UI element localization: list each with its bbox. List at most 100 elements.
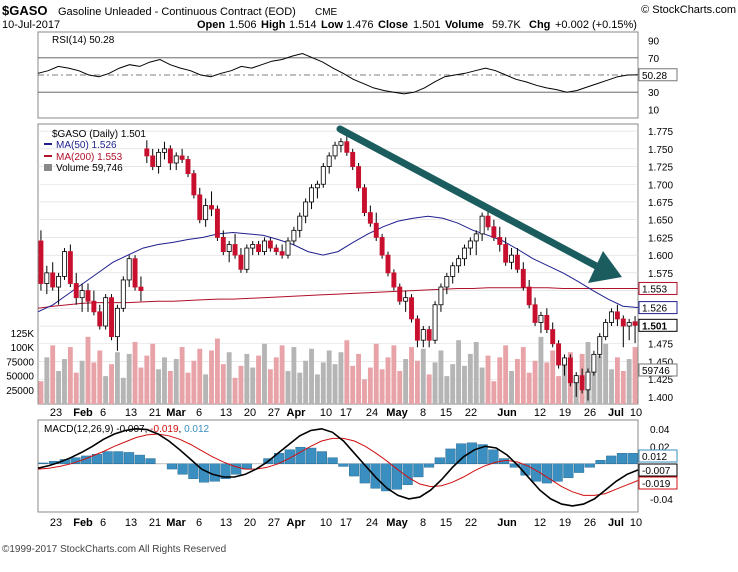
volume-bar xyxy=(420,348,426,404)
macd-hist-bar xyxy=(424,463,435,468)
candle-body xyxy=(426,329,432,341)
candle-body xyxy=(391,272,397,288)
candle-body xyxy=(273,247,279,252)
candle-body xyxy=(138,286,144,291)
candle-body xyxy=(332,144,338,157)
legend-ma200: MA(200) 1.553 xyxy=(56,152,123,163)
candle-body xyxy=(632,321,638,326)
volume-bar xyxy=(291,347,297,404)
volume-bar xyxy=(385,357,391,404)
volume-bar xyxy=(520,347,526,404)
candle-body xyxy=(97,311,103,327)
volume-bar xyxy=(344,340,350,404)
macd-hist-bar xyxy=(434,457,445,465)
volume-bar xyxy=(450,364,456,404)
chg-label: Chg xyxy=(529,19,550,31)
rsi-panel: RSI(14) 50.28 907050301050.28 xyxy=(37,31,678,119)
volume-bar xyxy=(62,359,67,404)
candle-body xyxy=(262,240,267,252)
volume-bar xyxy=(497,357,503,404)
macd-line xyxy=(37,427,639,507)
candle-body xyxy=(473,233,479,242)
legend-volume-swatch xyxy=(44,164,52,171)
volume-label: Volume xyxy=(445,19,484,31)
candle-body xyxy=(203,205,209,221)
volume-bar xyxy=(250,367,256,404)
macd-signal-line xyxy=(37,433,639,496)
volume-bar xyxy=(479,367,485,404)
candle-body xyxy=(544,314,550,330)
open-label: Open xyxy=(197,19,225,31)
candle-body xyxy=(244,247,250,270)
volume-bar xyxy=(279,345,285,404)
macd-hist-bar xyxy=(456,443,467,465)
rsi-tick-label: 30 xyxy=(648,88,660,99)
candle-body xyxy=(320,166,326,185)
legend-series: $GASO (Daily) 1.501 xyxy=(52,129,146,140)
candle-body xyxy=(132,258,138,288)
open-value: 1.506 xyxy=(229,19,257,31)
candle-body xyxy=(550,329,556,345)
candle-body xyxy=(67,251,73,284)
volume-bar xyxy=(173,359,179,404)
candle-body xyxy=(367,212,373,224)
price-tick-label: 1.675 xyxy=(648,198,673,209)
volume-bar xyxy=(444,376,450,404)
x-axis-label: 10 xyxy=(320,407,332,419)
candle-body xyxy=(397,286,403,302)
volume-bar xyxy=(514,359,520,404)
candle-body xyxy=(62,251,67,277)
volume-bar xyxy=(432,362,438,404)
macd-hist-bar xyxy=(584,463,595,468)
symbol: $GASO xyxy=(2,3,48,18)
volume-bar xyxy=(297,372,303,404)
ma50-tag: 1.526 xyxy=(642,304,667,315)
x-axis-label: 12 xyxy=(534,407,546,419)
volume-bar xyxy=(150,343,156,404)
candle-body xyxy=(338,141,344,146)
x-axis-label: 13 xyxy=(125,407,137,419)
candle-body xyxy=(503,244,509,263)
candle-body xyxy=(591,353,597,373)
candle-body xyxy=(609,311,614,323)
x-axis-label: 13 xyxy=(220,517,232,529)
volume-bar xyxy=(403,359,409,404)
volume-bar xyxy=(85,336,91,404)
trend-arrow-shaft xyxy=(336,125,604,272)
x-axis-label: 6 xyxy=(100,517,106,529)
macd-hist-bar xyxy=(488,449,499,465)
volume-bar xyxy=(262,343,267,404)
volume-bar xyxy=(185,372,191,404)
candle-body xyxy=(379,237,385,256)
volume-bar xyxy=(397,370,403,404)
x-axis-label: 26 xyxy=(584,407,596,419)
chart-date: 10-Jul-2017 xyxy=(2,19,60,31)
volume-bar xyxy=(285,370,291,404)
price-tick-label: 1.450 xyxy=(648,357,673,368)
volume-tick-label: 100K xyxy=(11,343,35,354)
macd-hist-bar xyxy=(552,463,563,482)
candle-body xyxy=(309,187,314,203)
rsi-line xyxy=(37,52,639,95)
price-tick-label: 1.650 xyxy=(648,216,673,227)
volume-tick-label: 50000 xyxy=(6,372,34,383)
volume-bar xyxy=(232,377,238,404)
low-value: 1.476 xyxy=(346,19,374,31)
candle-body xyxy=(179,155,185,160)
volume-tag-box xyxy=(638,363,678,377)
macd-hist-bar xyxy=(199,463,210,483)
macd-hist-bar xyxy=(606,455,617,465)
candle-body xyxy=(432,304,438,341)
volume-bar xyxy=(73,372,79,404)
candle-body xyxy=(256,244,262,252)
macd-hist-bar xyxy=(563,463,574,479)
candle-body xyxy=(603,322,609,338)
candle-body xyxy=(467,240,473,249)
candle-body xyxy=(303,201,309,217)
candle-body xyxy=(514,254,520,270)
macd-hist-bar xyxy=(166,463,177,470)
x-axis-label: 6 xyxy=(196,407,202,419)
candle-body xyxy=(173,155,179,164)
candle-body xyxy=(597,336,603,355)
macd-hist-bar xyxy=(188,463,199,479)
